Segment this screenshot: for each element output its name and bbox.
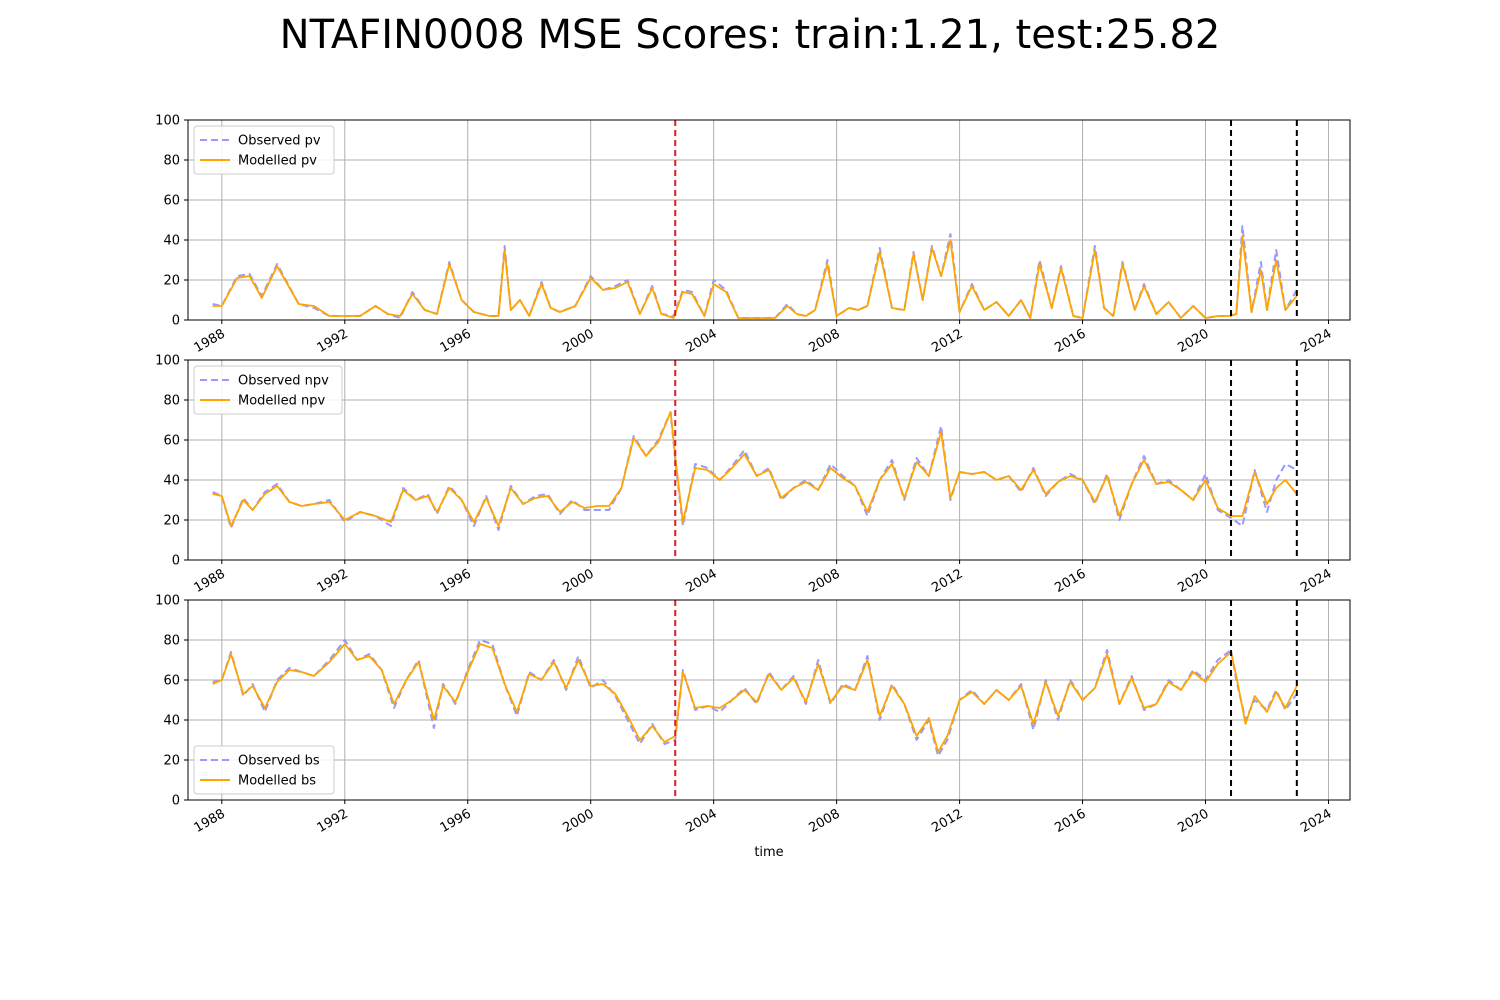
y-tick-label: 60 [163,674,180,689]
x-tick-label: 1996 [438,806,474,836]
legend-label: Observed pv [238,134,321,149]
legend-label: Modelled pv [238,154,317,169]
x-tick-label: 2012 [929,806,965,836]
y-tick-label: 0 [172,794,180,809]
x-tick-label: 1992 [315,326,351,356]
x-tick-label: 1996 [438,326,474,356]
x-tick-label: 2004 [684,326,720,356]
legend-box-bs [193,745,335,795]
axes-frame-npv [187,359,1351,561]
y-tick-label: 40 [163,234,180,249]
figure-title: NTAFIN0008 MSE Scores: train:1.21, test:… [279,12,1221,58]
x-tick-label: 2016 [1052,566,1088,596]
x-tick-label: 2020 [1175,566,1211,596]
y-tick-label: 80 [163,154,180,169]
x-tick-label: 2012 [929,566,965,596]
x-tick-label: 2008 [806,566,842,596]
y-tick-label: 20 [163,754,180,769]
y-tick-label: 0 [172,314,180,329]
series-line-modelled-pv [212,235,1298,319]
x-tick-label: 2016 [1052,326,1088,356]
x-tick-label: 1988 [192,566,228,596]
y-tick-label: 20 [163,274,180,289]
series-line-modelled-bs [212,643,1298,753]
x-tick-label: 2012 [929,326,965,356]
y-tick-label: 80 [163,634,180,649]
legend-label: Modelled npv [238,394,326,409]
x-tick-label: 2000 [561,806,597,836]
x-tick-label: 2016 [1052,806,1088,836]
y-tick-label: 0 [172,554,180,569]
x-tick-label: 2024 [1298,566,1334,596]
y-tick-label: 60 [163,434,180,449]
legend-box-npv [193,365,343,415]
x-tick-label: 2024 [1298,326,1334,356]
legend-label: Modelled bs [238,774,316,789]
series-line-observed-bs [212,639,1298,757]
y-tick-label: 100 [155,114,180,129]
x-tick-label: 2004 [684,566,720,596]
x-tick-label: 2004 [684,806,720,836]
y-tick-label: 20 [163,514,180,529]
x-axis-label: time [754,845,783,860]
legend-label: Observed npv [238,374,329,389]
x-tick-label: 2020 [1175,806,1211,836]
x-tick-label: 1992 [315,806,351,836]
y-tick-label: 80 [163,394,180,409]
y-tick-label: 40 [163,714,180,729]
legend-label: Observed bs [238,754,320,769]
x-tick-label: 2008 [806,806,842,836]
series-line-modelled-npv [212,411,1298,527]
x-tick-label: 2024 [1298,806,1334,836]
y-tick-label: 100 [155,354,180,369]
y-tick-label: 40 [163,474,180,489]
x-tick-label: 2000 [561,566,597,596]
y-tick-label: 100 [155,594,180,609]
x-tick-label: 2020 [1175,326,1211,356]
axes-frame-pv [187,119,1351,321]
x-tick-label: 1996 [438,566,474,596]
axes-frame-bs [187,599,1351,801]
legend-box-pv [193,125,335,175]
x-tick-label: 1992 [315,566,351,596]
x-tick-label: 1988 [192,326,228,356]
y-tick-label: 60 [163,194,180,209]
x-tick-label: 2008 [806,326,842,356]
x-tick-label: 2000 [561,326,597,356]
x-tick-label: 1988 [192,806,228,836]
